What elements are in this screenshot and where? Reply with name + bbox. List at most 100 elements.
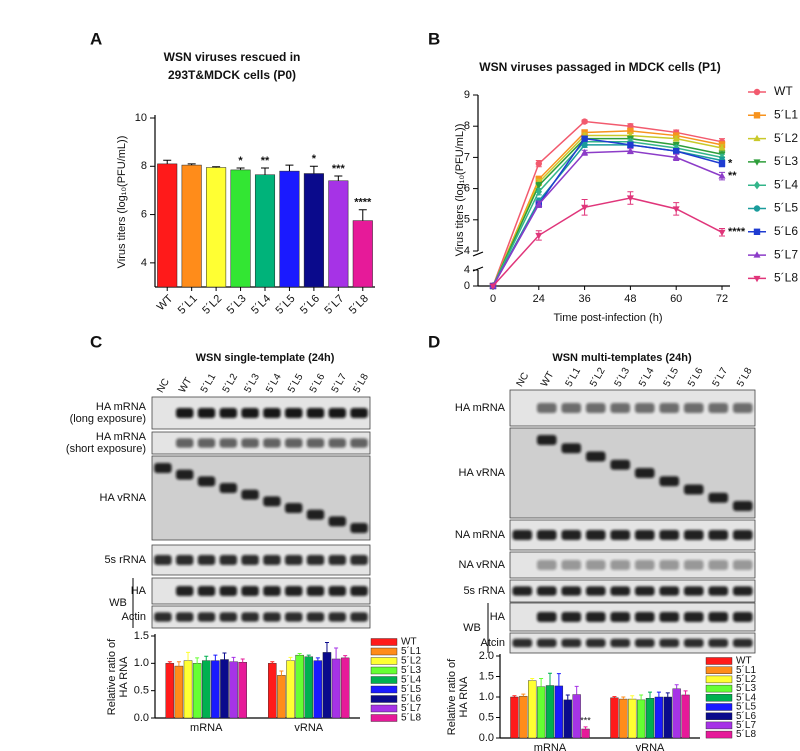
marker — [753, 251, 761, 258]
x-tick-label: WT — [155, 292, 176, 313]
bar — [295, 654, 304, 719]
lane-label: NC — [515, 371, 532, 389]
lane-label: 5´L6 — [685, 365, 706, 389]
blot-band — [659, 638, 680, 648]
bar — [211, 660, 220, 719]
marker — [753, 112, 761, 119]
blot-band — [350, 586, 368, 596]
y-tick-label: 6 — [141, 208, 147, 220]
legend-swatch — [705, 666, 733, 674]
lane-label: 5´L2 — [220, 371, 241, 395]
y-tick-label: 0.0 — [134, 712, 149, 724]
bar — [536, 686, 546, 739]
lane-label: 5´L7 — [329, 371, 350, 395]
legend-label: 5´L4 — [774, 177, 798, 191]
error-bar — [334, 175, 343, 181]
row-label: HA vRNA — [459, 467, 506, 479]
row-label: Atcin — [481, 637, 505, 649]
series-line — [492, 150, 723, 287]
legend-label: 5´L7 — [774, 247, 798, 261]
y-tick-label: 2.0 — [479, 650, 494, 662]
legend-swatch — [370, 657, 398, 665]
x-tick-label: vRNA — [294, 722, 323, 734]
blot-band — [284, 586, 303, 596]
bar — [181, 164, 202, 288]
blot-band — [328, 516, 347, 527]
series-line — [492, 134, 723, 287]
bar — [352, 220, 373, 288]
legend-swatch — [370, 676, 398, 684]
bar — [165, 663, 175, 719]
bar — [220, 659, 229, 719]
bar — [663, 696, 672, 739]
legend-label: 5´L4 — [736, 691, 756, 703]
blot-band — [610, 586, 631, 596]
legend-label: 5´L5 — [774, 201, 798, 215]
bar — [322, 652, 332, 719]
error-bar — [574, 685, 579, 695]
blot-band — [732, 403, 753, 413]
bar — [229, 661, 238, 719]
bar — [654, 696, 664, 739]
bar — [279, 170, 300, 288]
error-bar — [236, 167, 245, 170]
bar — [636, 699, 646, 739]
bar — [286, 660, 295, 719]
blot-band — [708, 530, 729, 540]
legend-label: 5´L3 — [401, 664, 421, 676]
blot-band — [175, 612, 194, 622]
bar — [519, 695, 528, 739]
error-bar — [639, 694, 644, 700]
error-bar — [186, 651, 191, 661]
significance: **** — [728, 226, 746, 238]
blot-band — [512, 586, 533, 596]
blot-band — [197, 555, 216, 565]
blot-band — [536, 612, 557, 622]
error-bar — [270, 661, 275, 664]
bar — [238, 662, 247, 719]
blot-band — [536, 403, 557, 413]
legend-swatch — [705, 684, 733, 693]
blot-band — [561, 638, 582, 648]
significance: **** — [354, 197, 372, 209]
blot-band — [263, 612, 281, 622]
bar — [157, 163, 178, 288]
blot-band — [561, 612, 582, 622]
y-tick-label: 1.0 — [134, 657, 149, 669]
marker — [626, 195, 634, 202]
series-line — [492, 197, 723, 287]
x-tick-label: 0 — [490, 293, 496, 305]
series-line — [492, 137, 723, 287]
blot-band — [219, 438, 238, 448]
blot-band — [306, 509, 325, 520]
row-label: Actin — [122, 611, 146, 623]
bar — [304, 656, 314, 719]
error-bar — [279, 670, 284, 676]
y-tick-label: 6 — [464, 183, 470, 195]
panel-letter: D — [428, 332, 440, 351]
blot-band — [610, 530, 631, 540]
lane-label: 5´L8 — [351, 371, 372, 395]
blot-band — [732, 530, 753, 540]
row-label: HA mRNA — [96, 431, 147, 443]
blot-band — [659, 476, 680, 487]
marker — [753, 275, 761, 283]
blot-band — [634, 403, 655, 413]
error-bar — [583, 726, 588, 729]
error-bar — [648, 691, 652, 699]
significance: ** — [728, 170, 737, 182]
lane-label: 5´L5 — [285, 371, 306, 395]
blot-band — [263, 496, 281, 507]
blot-band — [536, 560, 557, 570]
error-bar — [288, 656, 293, 661]
lane-label: NC — [155, 377, 172, 395]
blot-band — [585, 451, 606, 462]
error-bar — [222, 652, 227, 660]
legend-label: 5´L5 — [401, 683, 421, 695]
blot-band — [175, 408, 194, 418]
legend-label: 5´L5 — [736, 701, 756, 713]
marker — [581, 148, 589, 156]
x-tick-label: 5´L7 — [322, 293, 346, 317]
blot-band — [512, 638, 533, 648]
marker — [673, 147, 680, 155]
